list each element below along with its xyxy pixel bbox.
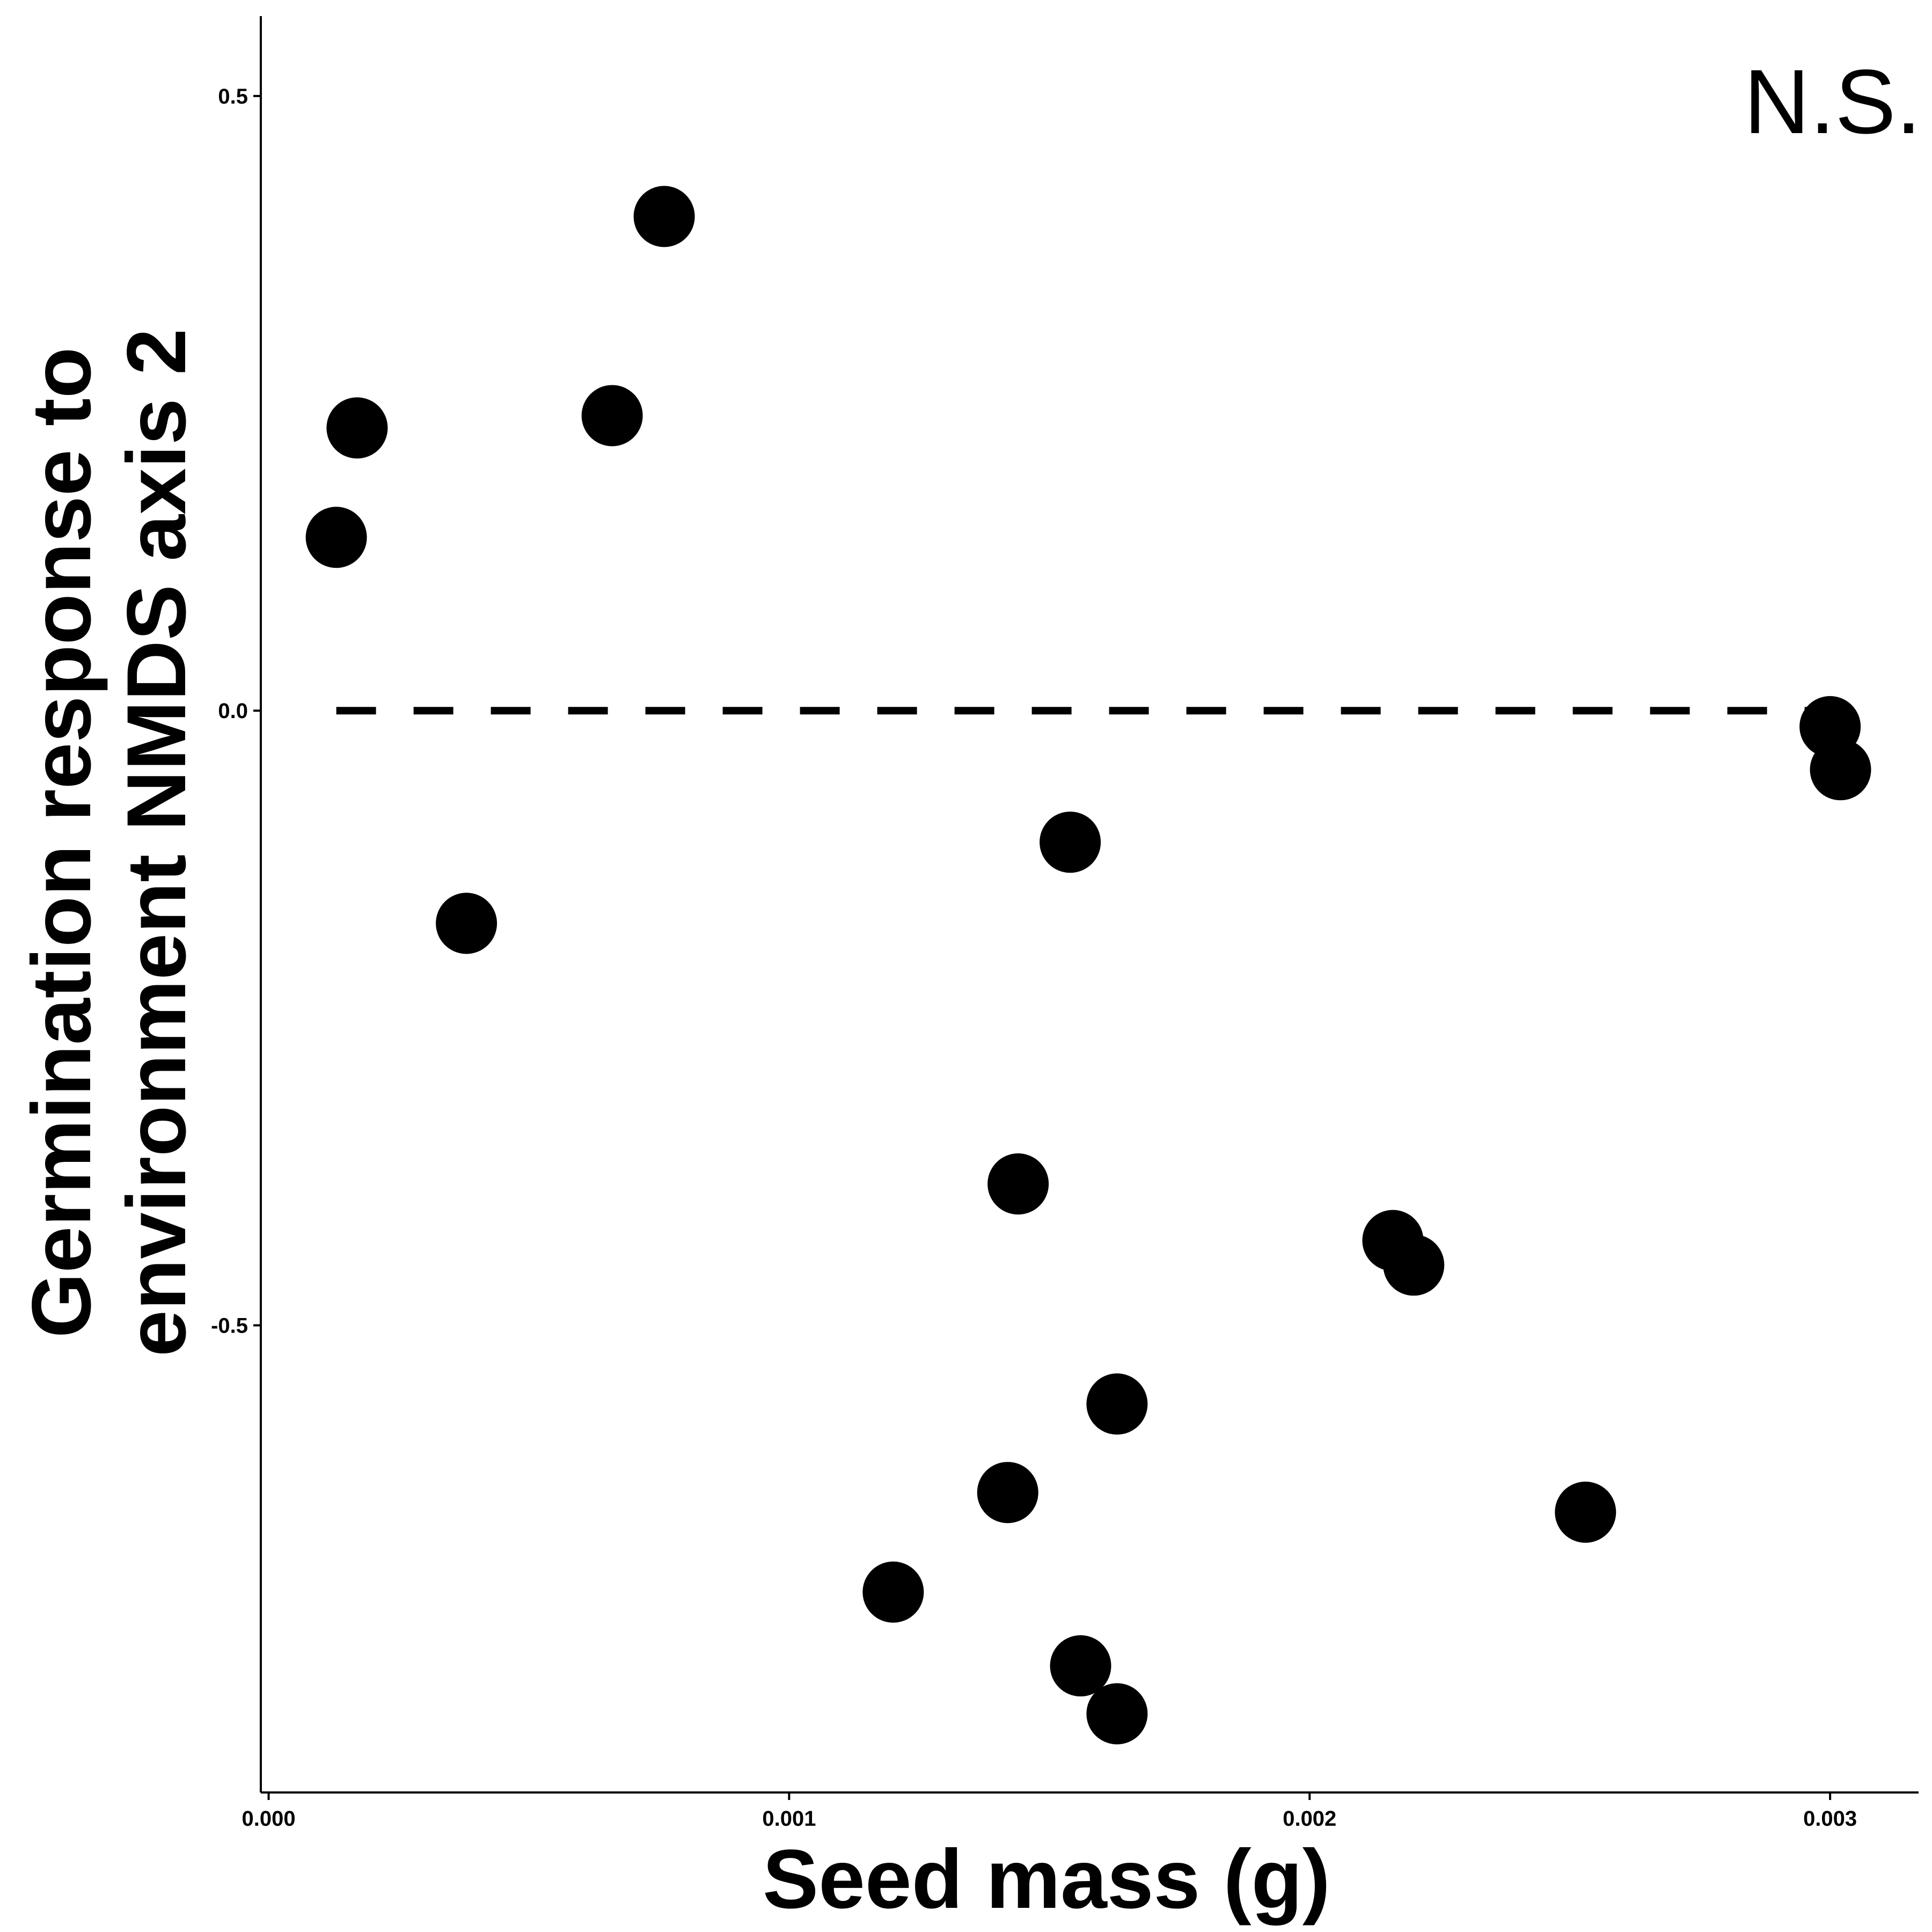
data-point [1383, 1234, 1445, 1296]
x-axis-ticks: 0.000 0.001 0.002 0.003 [241, 1792, 1857, 1831]
x-tick-label: 0.003 [1803, 1807, 1857, 1831]
axes: 0.000 0.001 0.002 0.003 0.5 0.0 -0.5 [211, 16, 1919, 1831]
data-point [305, 507, 367, 568]
data-point [977, 1462, 1038, 1524]
y-axis-title-line-2: environment NMDS axis 2 [110, 328, 203, 1357]
x-tick-label: 0.000 [241, 1807, 295, 1831]
data-point [1555, 1481, 1616, 1543]
data-point [1810, 739, 1871, 801]
x-tick-label: 0.002 [1283, 1807, 1336, 1831]
data-point [987, 1153, 1049, 1215]
data-points [305, 186, 1871, 1745]
y-axis-ticks: 0.5 0.0 -0.5 [211, 85, 261, 1338]
data-point [862, 1561, 924, 1623]
data-point [1086, 1373, 1148, 1435]
y-tick-label: 0.5 [218, 85, 248, 108]
y-tick-label: -0.5 [211, 1314, 248, 1338]
data-point [1086, 1683, 1148, 1745]
plot-area [305, 186, 1871, 1745]
y-tick-label: 0.0 [218, 699, 248, 723]
x-axis-title: Seed mass (g) [763, 1833, 1330, 1926]
data-point [326, 397, 388, 459]
data-point [436, 892, 497, 954]
significance-annotation: N.S. [1744, 51, 1921, 153]
y-axis-title-line-1: Germination response to [15, 347, 108, 1338]
data-point [1050, 1635, 1111, 1697]
data-point [1040, 811, 1101, 873]
data-point [633, 186, 695, 247]
data-point [581, 385, 643, 447]
x-tick-label: 0.001 [762, 1807, 816, 1831]
